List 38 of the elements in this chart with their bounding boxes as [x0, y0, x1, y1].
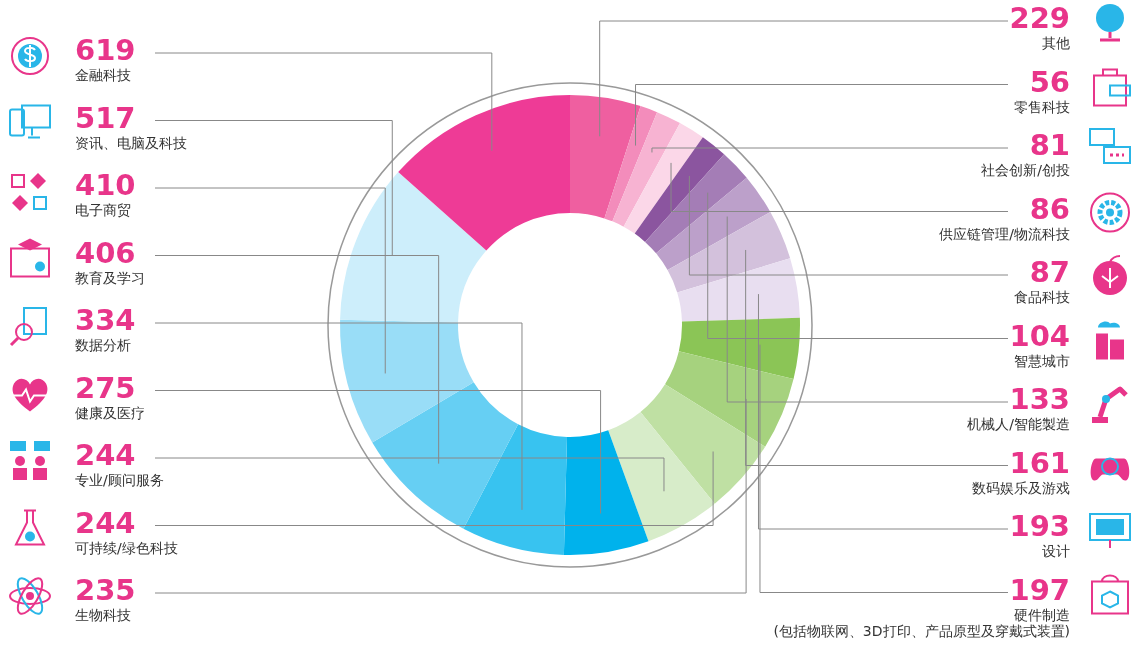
data-label: 86 — [1028, 191, 1070, 226]
slice-label: 健康及医疗 — [75, 404, 145, 422]
slice-label: 硬件制造 (包括物联网、3D打印、产品原型及穿戴式装置) — [773, 606, 1070, 641]
slice-label: 设计 — [1041, 543, 1070, 560]
slice-label: 机械人/智能製造 — [967, 416, 1070, 433]
data-label: 197 — [1008, 572, 1070, 607]
data-label: 161 — [1008, 445, 1070, 480]
slice-label: 数据分析 — [75, 337, 132, 354]
data-label: 244 — [75, 438, 137, 472]
data-label: 406 — [75, 235, 137, 270]
data-label: 275 — [75, 370, 137, 405]
slice-label: 供应链管理/物流科技 — [939, 225, 1070, 243]
data-label: 244 — [75, 505, 137, 540]
data-label: 56 — [1028, 64, 1070, 99]
slice-label: 专业/顾问服务 — [75, 472, 164, 489]
slice-label: 可持续/绿色科技 — [75, 539, 178, 557]
data-label: 104 — [1009, 318, 1070, 353]
data-label: 619 — [75, 33, 136, 67]
slice-label: 生物科技 — [75, 607, 132, 624]
data-label: 87 — [1028, 255, 1070, 289]
data-label: 81 — [1028, 128, 1070, 162]
slice-label: 零售科技 — [1014, 98, 1070, 116]
data-label: 410 — [75, 168, 136, 202]
data-label: 193 — [1009, 509, 1070, 543]
slice-label: 电子商贸 — [75, 202, 132, 219]
data-label: 235 — [75, 573, 136, 607]
data-label: 334 — [75, 303, 136, 337]
data-label: 133 — [1008, 382, 1070, 416]
slice-label: 资讯、电脑及科技 — [75, 134, 187, 152]
slice-label: 智慧城市 — [1013, 352, 1070, 370]
slice-label: 数码娱乐及游戏 — [972, 479, 1070, 497]
data-label: 517 — [75, 100, 137, 135]
slice-label: 金融科技 — [75, 67, 132, 84]
slice-label: 其他 — [1041, 35, 1070, 52]
slice-label: 教育及学习 — [75, 269, 145, 287]
slice-label: 社会创新/创投 — [981, 162, 1070, 179]
slice-label: 食品科技 — [1014, 289, 1070, 306]
data-label: 229 — [1009, 1, 1070, 35]
